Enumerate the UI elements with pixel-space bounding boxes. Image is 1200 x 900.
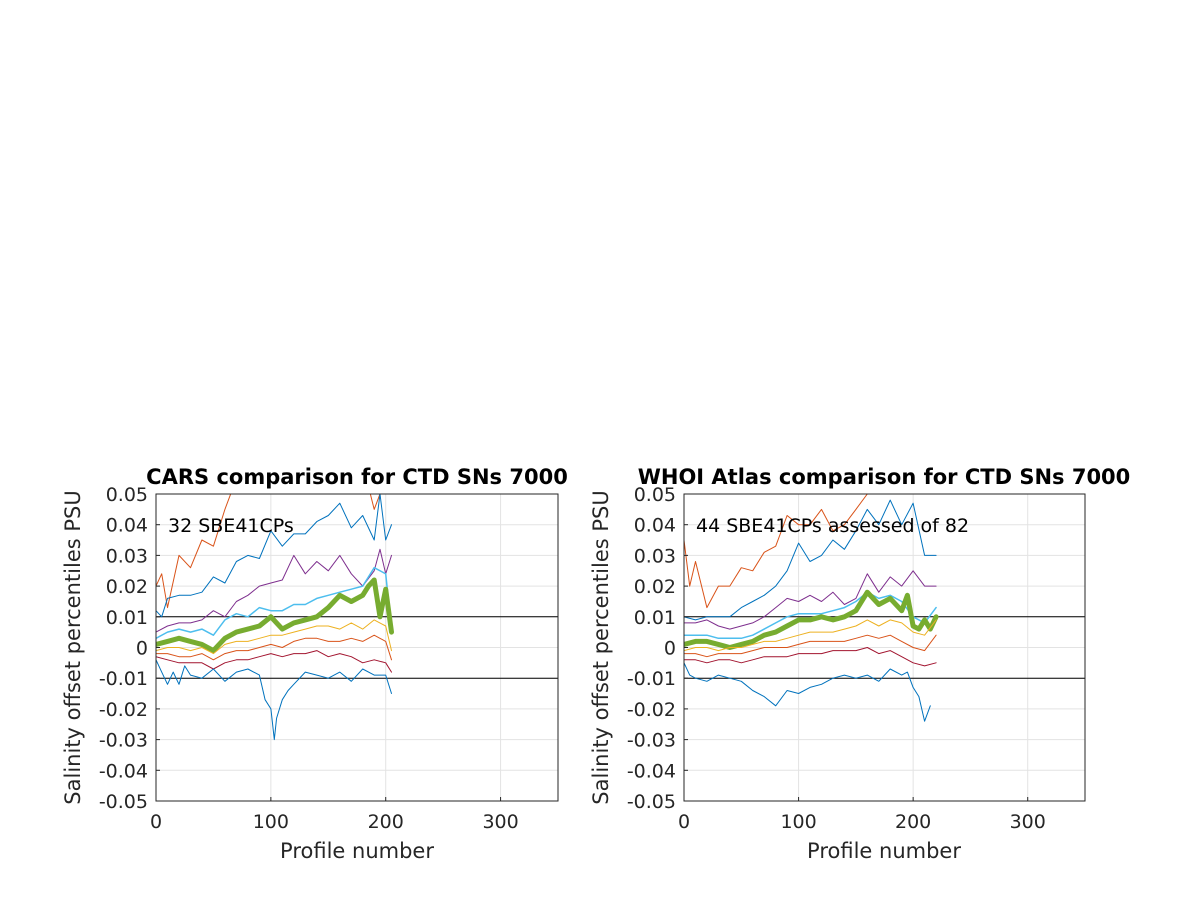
- y-tick-label: 0.02: [106, 576, 148, 598]
- y-tick-label: -0.01: [627, 668, 676, 690]
- series-lines: [684, 494, 939, 722]
- series-line-p02: [684, 662, 931, 722]
- y-axis-label: Salinity offset percentiles PSU: [589, 490, 613, 804]
- series-line-p30: [156, 619, 392, 655]
- whoi-atlas-comparison-chart: 0 100 200 300 -0.05 -0.04 -0.03 -0.02 -0.01 0 0.01…: [589, 465, 1131, 863]
- y-tick-label: 0.04: [634, 515, 676, 537]
- series-line-p70: [684, 591, 937, 640]
- series-line-p50: [156, 577, 394, 654]
- chart-annotation: 44 SBE41CPs assessed of 82: [696, 515, 969, 537]
- x-axis-label: Profile number: [807, 839, 961, 863]
- series-line-p20: [156, 634, 392, 661]
- series-line-p20: [684, 634, 937, 658]
- cars-comparison-chart: 0 100 200 300 -0.05 -0.04 -0.03 -0.02 -0.01 0 0.01…: [61, 465, 568, 863]
- y-tick-label: -0.05: [627, 791, 676, 813]
- series-line-p70: [156, 566, 393, 640]
- y-tick-label: 0: [136, 638, 148, 660]
- y-tick-label: 0.03: [106, 545, 148, 567]
- series-line-p02: [156, 659, 392, 741]
- series-line-p90: [156, 494, 392, 618]
- series-line-p10: [684, 647, 937, 667]
- x-tick-label: 300: [482, 811, 518, 833]
- y-tick-label: -0.01: [99, 668, 148, 690]
- x-tick-label: 300: [1010, 811, 1046, 833]
- series-line-p98: [684, 494, 868, 609]
- series-line-p90: [684, 499, 937, 621]
- chart-title: WHOI Atlas comparison for CTD SNs 7000: [638, 465, 1131, 489]
- tick-labels: 0 100 200 300 -0.05 -0.04 -0.03 -0.02 -0.01 0 0.01…: [627, 484, 1046, 833]
- chart-annotation: 32 SBE41CPs: [168, 515, 294, 537]
- y-tick-label: 0.02: [634, 576, 676, 598]
- y-tick-label: 0.01: [634, 607, 676, 629]
- y-tick-label: 0: [664, 638, 676, 660]
- y-tick-label: -0.05: [99, 791, 148, 813]
- x-tick-label: 100: [253, 811, 289, 833]
- chart-title: CARS comparison for CTD SNs 7000: [146, 465, 568, 489]
- y-tick-label: -0.02: [99, 699, 148, 721]
- y-tick-label: -0.02: [627, 699, 676, 721]
- series-lines: [156, 494, 394, 741]
- x-tick-label: 100: [780, 811, 816, 833]
- series-line-p98: [156, 494, 381, 609]
- x-axis-label: Profile number: [280, 839, 434, 863]
- y-tick-label: 0.05: [106, 484, 148, 506]
- series-line-p50: [684, 589, 939, 650]
- series-line-p10: [156, 650, 392, 673]
- y-tick-label: -0.04: [99, 760, 148, 782]
- x-tick-label: 0: [150, 811, 162, 833]
- y-tick-label: 0.01: [106, 607, 148, 629]
- y-tick-label: -0.04: [627, 760, 676, 782]
- reference-lines: [156, 616, 558, 679]
- x-tick-label: 200: [895, 811, 931, 833]
- y-axis-label: Salinity offset percentiles PSU: [61, 490, 85, 804]
- y-tick-label: -0.03: [99, 730, 148, 752]
- y-tick-label: 0.05: [634, 484, 676, 506]
- tick-labels: 0 100 200 300 -0.05 -0.04 -0.03 -0.02 -0.01 0 0.01…: [99, 484, 519, 833]
- reference-lines: [684, 616, 1085, 679]
- y-tick-label: 0.03: [634, 545, 676, 567]
- series-line-p80: [684, 570, 937, 630]
- series-line-p30: [684, 619, 937, 652]
- y-tick-label: 0.04: [106, 515, 148, 537]
- y-tick-label: -0.03: [627, 730, 676, 752]
- x-tick-label: 200: [368, 811, 404, 833]
- x-tick-label: 0: [678, 811, 690, 833]
